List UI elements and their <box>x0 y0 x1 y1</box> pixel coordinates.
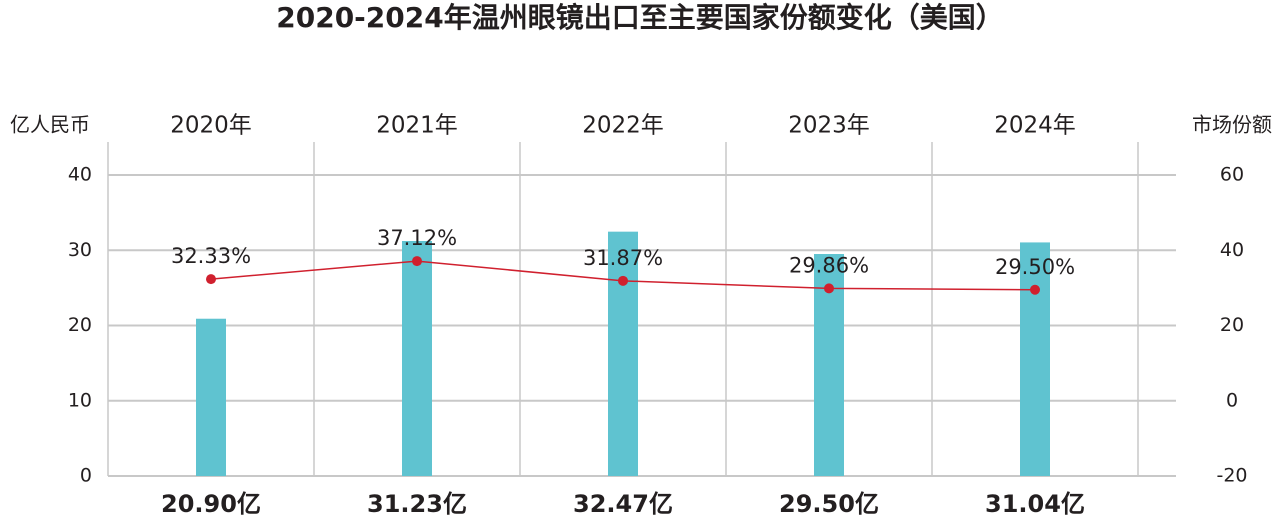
line-value-label: 29.50% <box>995 255 1075 279</box>
y2-tick-label: 0 <box>1226 389 1238 411</box>
bar-value-label: 31.04亿 <box>985 490 1085 518</box>
y-tick-label: 20 <box>68 314 92 336</box>
x-tick-label: 2020年 <box>170 113 252 139</box>
y2-tick-label: -20 <box>1216 465 1247 487</box>
y2-axis-label: 市场份额 <box>1192 113 1272 137</box>
line-value-label: 37.12% <box>377 226 457 250</box>
bar <box>196 318 226 476</box>
bar <box>608 231 638 476</box>
bar-value-label: 29.50亿 <box>779 490 879 518</box>
line-marker <box>206 274 216 285</box>
line-marker <box>824 283 834 294</box>
y2-tick-label: 20 <box>1220 314 1244 336</box>
y-axis-label: 亿人民币 <box>10 113 90 137</box>
y-tick-label: 10 <box>68 389 92 411</box>
y2-tick-label: 60 <box>1220 164 1244 186</box>
y-tick-label: 30 <box>68 239 92 261</box>
y2-tick-label: 40 <box>1220 239 1244 261</box>
x-tick-label: 2024年 <box>994 113 1076 139</box>
line-value-label: 32.33% <box>171 244 251 268</box>
y-tick-label: 40 <box>68 164 92 186</box>
line-marker <box>1030 284 1040 295</box>
line-marker <box>412 256 422 267</box>
x-tick-label: 2021年 <box>376 113 458 139</box>
bar <box>1020 242 1050 476</box>
bar-value-label: 31.23亿 <box>367 490 467 518</box>
line-value-label: 31.87% <box>583 246 663 270</box>
y-tick-label: 0 <box>80 465 92 487</box>
bar-value-label: 20.90亿 <box>161 490 261 518</box>
line-marker <box>618 275 628 286</box>
chart-title: 2020-2024年温州眼镜出口至主要国家份额变化（美国） <box>276 1 1003 34</box>
bar <box>402 240 432 476</box>
x-tick-label: 2022年 <box>582 113 664 139</box>
x-tick-label: 2023年 <box>788 113 870 139</box>
line-value-label: 29.86% <box>789 253 869 277</box>
bar-value-label: 32.47亿 <box>573 490 673 518</box>
